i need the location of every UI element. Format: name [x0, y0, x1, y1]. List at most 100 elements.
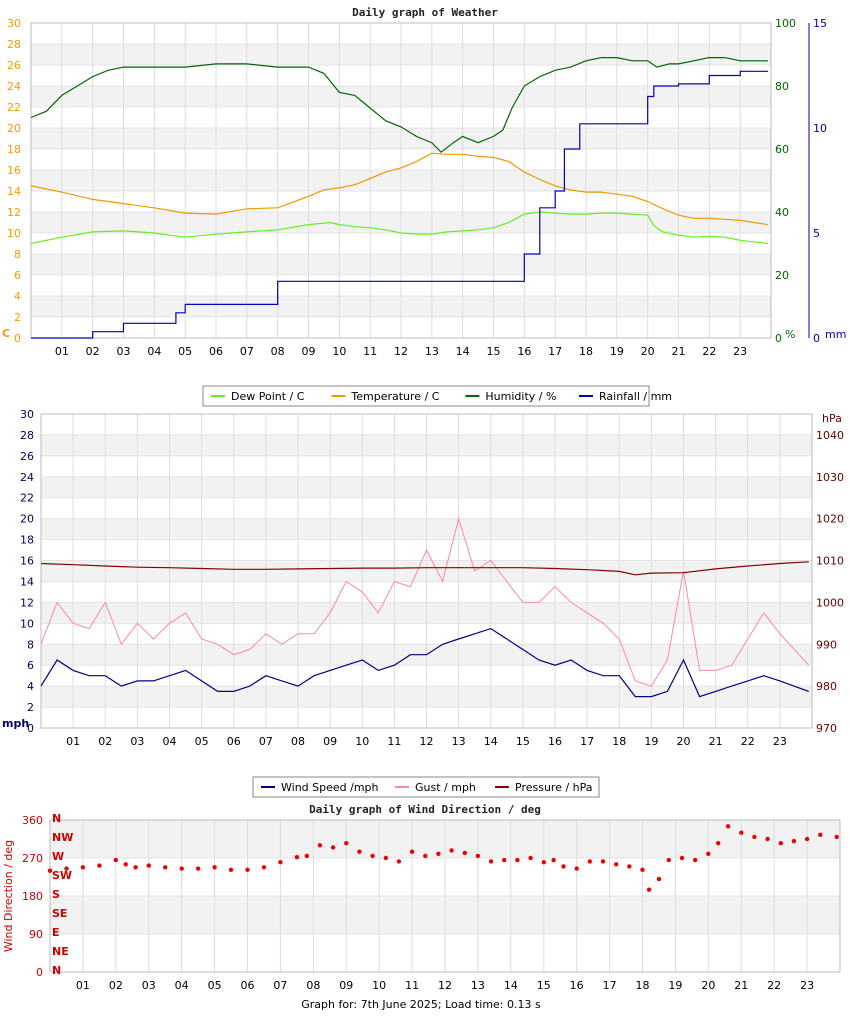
wind-direction-point	[462, 850, 467, 856]
x-tick-label: 06	[209, 345, 223, 358]
y-tick-label-left: 30	[20, 408, 34, 421]
x-tick-label: 22	[767, 979, 781, 992]
series-line	[40, 561, 809, 576]
wind-direction-chart-title: Daily graph of Wind Direction / deg	[309, 803, 541, 816]
y-tick-label-rain: 5	[813, 227, 820, 240]
x-tick-label: 04	[163, 735, 177, 748]
y-tick-label-left: 2	[27, 701, 34, 714]
legend-box	[252, 776, 600, 798]
x-tick-label: 19	[668, 979, 682, 992]
x-tick-label: 20	[701, 979, 715, 992]
x-tick-label: 12	[420, 735, 434, 748]
wind-direction-point	[502, 857, 507, 863]
wind-direction-chart-panel: Daily graph of Wind Direction / deg 01 02…	[2, 803, 841, 992]
wind-direction-point	[574, 866, 579, 871]
x-tick-label: 07	[259, 735, 273, 748]
x-tick-label: 01	[76, 979, 90, 992]
x-tick-label: 04	[147, 345, 161, 358]
y-tick-label-left: 10	[7, 227, 21, 240]
x-tick-label: 04	[175, 979, 189, 992]
wind-direction-point	[693, 857, 698, 863]
legend-entry: Gust / mph	[415, 781, 476, 794]
y-tick-label-rain: 0	[813, 332, 820, 345]
wind-direction-point	[396, 859, 402, 864]
y-unit-humidity: %	[785, 328, 795, 341]
wind-direction-point	[679, 855, 685, 861]
x-tick-label: 09	[323, 735, 337, 748]
x-tick-label: 10	[355, 735, 369, 748]
y-tick-label-left: 4	[14, 290, 21, 303]
x-tick-label: 06	[241, 979, 255, 992]
wind-direction-point	[818, 832, 823, 837]
x-tick-label: 18	[636, 979, 650, 992]
y-tick-label-left: 12	[20, 596, 34, 609]
wind-direction-point	[163, 865, 168, 870]
y-tick-label-pressure: 1010	[816, 555, 844, 568]
y-tick-label-left: 0	[27, 722, 34, 735]
y-tick-label-left: 26	[20, 450, 34, 463]
x-tick-label: 08	[306, 979, 320, 992]
y-tick-label-left: 6	[27, 659, 34, 672]
series-line	[31, 70, 768, 339]
x-tick-label: 03	[142, 979, 156, 992]
wind-direction-point	[383, 855, 388, 861]
wind-direction-point	[123, 862, 128, 867]
compass-label: NW	[52, 831, 73, 844]
compass-label: SW	[52, 869, 72, 882]
x-tick-label: 19	[644, 735, 658, 748]
x-tick-label: 02	[86, 345, 100, 358]
wind-direction-point	[357, 849, 362, 854]
legend-entry: Pressure / hPa	[515, 781, 593, 794]
x-tick-label: 19	[610, 345, 624, 358]
x-tick-label: 08	[271, 345, 285, 358]
y-tick-label-left: 10	[20, 617, 34, 630]
wind-direction-point	[436, 851, 441, 856]
y-tick-label-pressure: 970	[816, 722, 837, 735]
weather-legend: Dew Point / C Temperature / C Humidity / %…	[202, 385, 672, 407]
x-tick-label: 14	[456, 345, 470, 358]
weather-chart-panel: Daily graph of Weather 01 02 03 04 05 06 07 08 0…	[2, 6, 846, 407]
y-tick-label-left: 12	[7, 206, 21, 219]
wind-direction-point	[646, 887, 652, 892]
footer-text: Graph for: 7th June 2025; Load time: 0.1…	[301, 998, 541, 1011]
wind-direction-point	[228, 867, 234, 872]
wind-direction-point	[656, 876, 662, 882]
x-tick-label: 11	[405, 979, 419, 992]
y-tick-label-left: 360	[22, 814, 43, 827]
y-tick-label-left: 14	[7, 185, 21, 198]
compass-label: N	[52, 812, 61, 825]
wind-direction-point	[765, 836, 770, 842]
x-tick-label: 13	[425, 345, 439, 358]
y-tick-label-humidity: 40	[775, 206, 789, 219]
plot-area	[30, 22, 772, 339]
wind-direction-point	[587, 859, 592, 864]
x-tick-label: 08	[291, 735, 305, 748]
wind-direction-point	[666, 857, 671, 863]
x-tick-label: 09	[339, 979, 353, 992]
wind-direction-point	[551, 857, 556, 863]
x-tick-label: 17	[548, 345, 562, 358]
y-tick-label-left: 26	[7, 59, 21, 72]
x-tick-label: 01	[55, 345, 69, 358]
y-tick-label-pressure: 1020	[816, 513, 844, 526]
wind-direction-point	[528, 855, 533, 861]
wind-direction-point	[804, 836, 810, 842]
wind-direction-point	[739, 830, 744, 835]
y-tick-label-rain: 15	[813, 17, 827, 30]
y-tick-label-humidity: 20	[775, 269, 789, 282]
wind-direction-point	[179, 866, 184, 871]
legend-entry: Dew Point / C	[231, 390, 305, 403]
x-tick-label: 18	[579, 345, 593, 358]
y-tick-label-left: 30	[7, 17, 21, 30]
y-tick-label-left: 20	[20, 513, 34, 526]
y-tick-label-left: 20	[7, 122, 21, 135]
y-tick-label-pressure: 1040	[816, 429, 844, 442]
x-tick-label: 15	[537, 979, 551, 992]
x-tick-label: 03	[130, 735, 144, 748]
y-unit-left: C	[2, 327, 10, 340]
wind-direction-point	[330, 845, 336, 850]
y-tick-label-left: 4	[27, 680, 34, 693]
x-tick-label: 13	[471, 979, 485, 992]
x-tick-label: 02	[98, 735, 112, 748]
